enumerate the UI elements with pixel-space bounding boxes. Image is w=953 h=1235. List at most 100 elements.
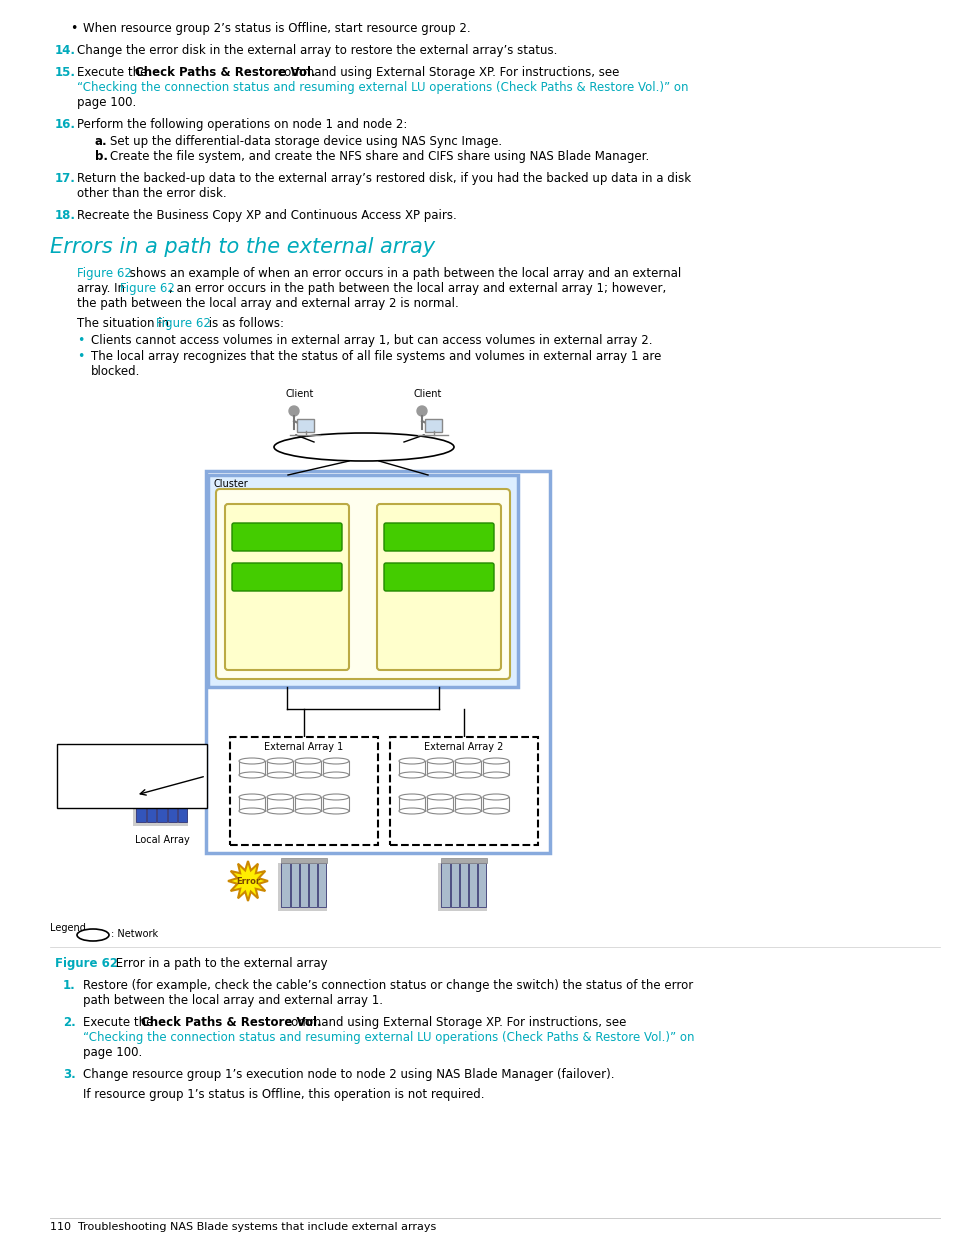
Ellipse shape [398, 772, 424, 778]
Bar [469, 863, 476, 906]
Ellipse shape [267, 772, 293, 778]
Ellipse shape [323, 772, 349, 778]
Ellipse shape [427, 808, 453, 814]
Text: Errors in a path to the external array: Errors in a path to the external array [50, 237, 435, 257]
Bar [136, 762, 188, 767]
Bar [267, 761, 293, 776]
Text: page 100.: page 100. [83, 1046, 142, 1058]
Circle shape [289, 406, 298, 416]
Text: Resource Group 1: Resource Group 1 [238, 579, 335, 589]
Text: b.: b. [95, 149, 108, 163]
Text: When resource group 2’s status is Offline, start resource group 2.: When resource group 2’s status is Offlin… [83, 22, 470, 35]
FancyBboxPatch shape [232, 563, 341, 592]
Text: Status of all the volumes of: Status of all the volumes of [62, 748, 187, 758]
Text: Check Paths & Restore Vol.: Check Paths & Restore Vol. [135, 65, 315, 79]
FancyBboxPatch shape [297, 419, 314, 431]
Text: NAS OS 1: NAS OS 1 [259, 538, 314, 550]
Ellipse shape [482, 758, 509, 764]
Bar [294, 797, 320, 811]
Text: Execute the: Execute the [83, 1016, 157, 1029]
Ellipse shape [427, 758, 453, 764]
Text: Return the backed-up data to the external array’s restored disk, if you had the : Return the backed-up data to the externa… [77, 172, 690, 185]
Bar [427, 761, 453, 776]
FancyBboxPatch shape [232, 522, 341, 551]
Ellipse shape [482, 794, 509, 800]
Text: “Checking the connection status and resuming external LU operations (Check Paths: “Checking the connection status and resu… [83, 1031, 694, 1044]
Text: External Array 2: External Array 2 [424, 742, 503, 752]
Text: Resource Group 2: Resource Group 2 [390, 579, 487, 589]
Text: page 100.: page 100. [77, 96, 136, 109]
Text: Local Array: Local Array [134, 835, 190, 845]
Text: Create the file system, and create the NFS share and CIFS share using NAS Blade : Create the file system, and create the N… [110, 149, 649, 163]
FancyBboxPatch shape [215, 489, 510, 679]
Ellipse shape [267, 758, 293, 764]
Text: Set up the differential-data storage device using NAS Sync Image.: Set up the differential-data storage dev… [110, 135, 501, 148]
Circle shape [416, 406, 427, 416]
Ellipse shape [455, 772, 480, 778]
Text: Client: Client [286, 389, 314, 399]
Text: 2.: 2. [63, 1016, 75, 1029]
Text: Legend: Legend [50, 923, 86, 932]
Ellipse shape [482, 808, 509, 814]
Text: •: • [70, 22, 77, 35]
Ellipse shape [294, 772, 320, 778]
Bar [440, 858, 486, 863]
Ellipse shape [323, 808, 349, 814]
FancyBboxPatch shape [230, 737, 377, 845]
Text: 15.: 15. [55, 65, 76, 79]
Ellipse shape [294, 758, 320, 764]
Text: File system is blocked.: File system is blocked. [62, 773, 164, 782]
Ellipse shape [239, 772, 265, 778]
Ellipse shape [323, 794, 349, 800]
Bar [147, 767, 156, 823]
Text: Change the error disk in the external array to restore the external array’s stat: Change the error disk in the external ar… [77, 44, 557, 57]
FancyBboxPatch shape [225, 504, 349, 671]
Text: 17.: 17. [55, 172, 76, 185]
Bar [455, 761, 480, 776]
Ellipse shape [77, 929, 109, 941]
Bar [281, 863, 290, 906]
Ellipse shape [427, 794, 453, 800]
Text: Clients cannot access volumes in external array 1, but can access volumes in ext: Clients cannot access volumes in externa… [91, 333, 652, 347]
Bar [239, 797, 265, 811]
Ellipse shape [427, 772, 453, 778]
Ellipse shape [455, 808, 480, 814]
Ellipse shape [323, 758, 349, 764]
FancyBboxPatch shape [376, 504, 500, 671]
Text: 14.: 14. [55, 44, 76, 57]
Text: Node 2 (NAS Package 2): Node 2 (NAS Package 2) [384, 513, 494, 522]
Text: External Array 1: External Array 1 [264, 742, 343, 752]
Bar [450, 863, 458, 906]
FancyBboxPatch shape [208, 475, 517, 687]
Text: external array 1:: external array 1: [62, 761, 137, 769]
Bar [427, 797, 453, 811]
Ellipse shape [398, 794, 424, 800]
Text: NAS OS 2: NAS OS 2 [411, 538, 466, 550]
Ellipse shape [239, 794, 265, 800]
Text: Perform the following operations on node 1 and node 2:: Perform the following operations on node… [77, 119, 407, 131]
FancyBboxPatch shape [384, 563, 494, 592]
Text: If resource group 1’s status is Offline, this operation is not required.: If resource group 1’s status is Offline,… [83, 1088, 484, 1100]
Ellipse shape [239, 758, 265, 764]
Text: a.: a. [95, 135, 108, 148]
Bar [277, 863, 327, 911]
Bar [441, 863, 449, 906]
Bar [318, 863, 326, 906]
Bar [157, 767, 167, 823]
Bar [132, 767, 188, 826]
Text: Figure 62: Figure 62 [55, 957, 118, 969]
Bar [455, 797, 480, 811]
Text: Client: Client [414, 389, 442, 399]
Bar [437, 863, 486, 911]
Ellipse shape [294, 808, 320, 814]
Ellipse shape [455, 758, 480, 764]
Text: Recreate the Business Copy XP and Continuous Access XP pairs.: Recreate the Business Copy XP and Contin… [77, 209, 456, 222]
Text: 18.: 18. [55, 209, 76, 222]
FancyBboxPatch shape [57, 743, 207, 808]
Bar [459, 863, 468, 906]
Text: The local array recognizes that the status of all file systems and volumes in ex: The local array recognizes that the stat… [91, 350, 660, 363]
Bar [482, 797, 509, 811]
Text: blocked.: blocked. [91, 366, 140, 378]
Text: Cluster: Cluster [213, 479, 249, 489]
Ellipse shape [267, 808, 293, 814]
